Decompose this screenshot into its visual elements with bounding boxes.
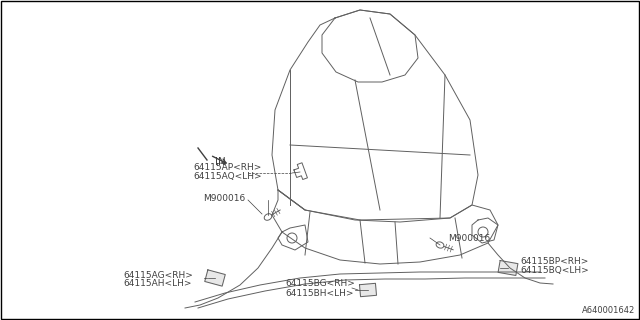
Polygon shape [360, 283, 376, 297]
Text: 64115AG<RH>: 64115AG<RH> [123, 270, 193, 279]
Text: 64115AQ<LH>: 64115AQ<LH> [193, 172, 262, 180]
Text: 64115BP<RH>: 64115BP<RH> [520, 258, 588, 267]
Text: M900016: M900016 [203, 194, 245, 203]
Text: M900016: M900016 [448, 234, 490, 243]
Text: 64115AP<RH>: 64115AP<RH> [193, 163, 261, 172]
Text: A640001642: A640001642 [582, 306, 635, 315]
Polygon shape [498, 260, 518, 276]
Text: 64115AH<LH>: 64115AH<LH> [123, 279, 191, 289]
Text: 64115BQ<LH>: 64115BQ<LH> [520, 267, 589, 276]
Text: 64115BH<LH>: 64115BH<LH> [285, 289, 353, 298]
Text: IN: IN [215, 157, 226, 167]
Polygon shape [205, 270, 225, 286]
Text: 64115BG<RH>: 64115BG<RH> [285, 279, 355, 289]
